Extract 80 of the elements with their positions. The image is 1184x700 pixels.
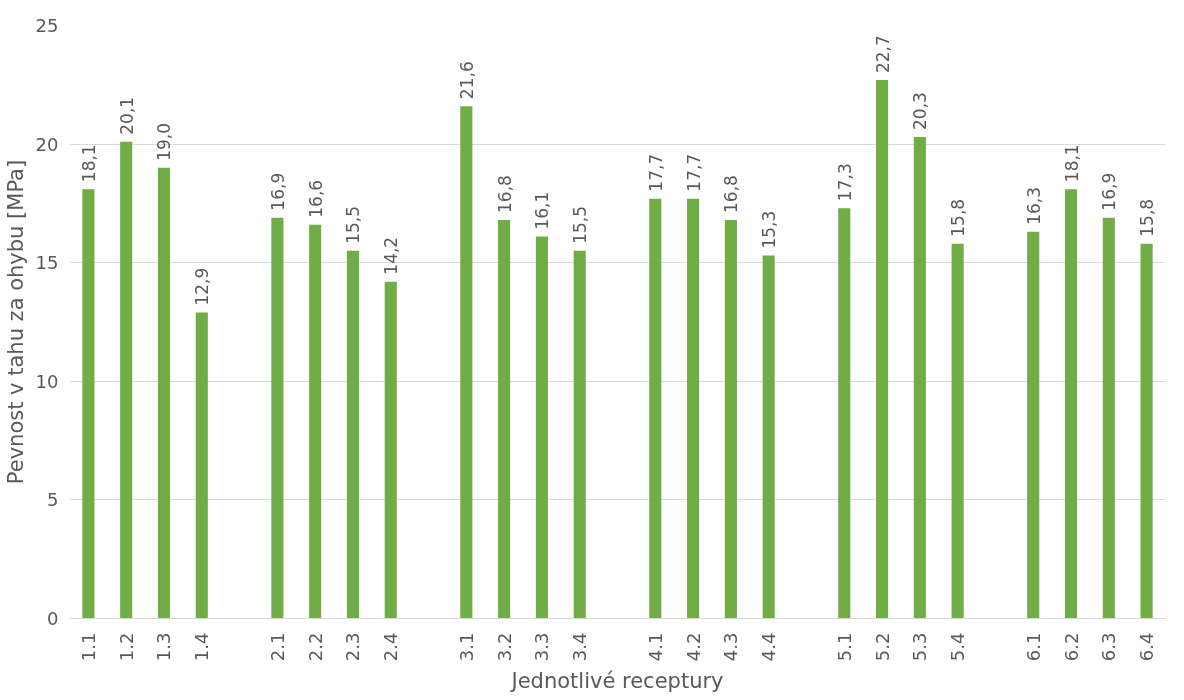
bar	[120, 141, 133, 619]
x-tick-label: 5.1	[833, 632, 855, 662]
bar	[649, 198, 662, 619]
data-label: 16,9	[1099, 172, 1120, 211]
data-label: 15,8	[1137, 198, 1158, 237]
bar	[913, 136, 926, 619]
data-label: 15,5	[570, 205, 591, 244]
x-tick-label: 4.3	[720, 632, 742, 662]
bar	[1027, 231, 1040, 619]
data-label: 19,0	[154, 122, 175, 161]
data-label: 17,7	[683, 153, 704, 192]
bar	[573, 250, 586, 619]
bar	[838, 208, 851, 619]
data-label: 16,6	[305, 179, 326, 218]
bar	[195, 312, 208, 619]
bar	[384, 281, 397, 619]
x-tick-label: 5.3	[909, 632, 931, 662]
data-label: 21,6	[456, 61, 477, 100]
bar	[157, 167, 171, 619]
bar	[762, 255, 775, 619]
data-label: 15,5	[343, 205, 364, 244]
y-axis-title: Pevnost v tahu za ohybu [MPa]	[3, 159, 28, 485]
bar	[309, 224, 322, 619]
data-label: 15,8	[948, 198, 969, 237]
x-tick-label: 2.1	[266, 632, 288, 662]
bar	[1102, 217, 1115, 619]
data-label: 16,8	[721, 175, 742, 213]
x-tick-label: 6.2	[1060, 632, 1082, 662]
x-tick-label: 2.4	[380, 632, 402, 662]
bar	[346, 250, 359, 619]
data-label: 17,3	[834, 163, 855, 202]
x-tick-label: 5.2	[871, 632, 893, 662]
bar	[498, 220, 511, 619]
data-label: 22,7	[872, 35, 893, 74]
x-tick-label: 3.4	[569, 632, 591, 662]
data-label: 14,2	[381, 236, 402, 275]
data-label: 15,3	[759, 210, 780, 249]
bar	[724, 220, 737, 619]
data-label: 20,1	[116, 96, 137, 135]
y-tick-label: 25	[35, 15, 59, 36]
x-tick-label: 1.2	[115, 632, 137, 662]
x-tick-label: 1.4	[191, 632, 213, 662]
data-label: 16,8	[494, 175, 515, 213]
x-axis-title: Jednotlivé receptury	[509, 669, 724, 694]
bar	[951, 243, 964, 619]
data-label: 18,1	[78, 144, 99, 183]
data-label: 16,3	[1023, 187, 1044, 225]
x-tick-label: 5.4	[947, 632, 969, 662]
x-tick-label: 1.3	[153, 632, 175, 662]
y-tick-label: 15	[35, 252, 59, 274]
x-tick-label: 3.3	[531, 632, 553, 662]
x-tick-label: 2.2	[304, 632, 326, 662]
bar	[460, 106, 473, 619]
data-label: 16,9	[267, 172, 288, 211]
x-tick-label: 6.1	[1022, 632, 1044, 662]
x-tick-label: 3.2	[493, 632, 515, 662]
y-tick-label: 10	[35, 370, 59, 392]
x-tick-label: 1.1	[77, 632, 99, 662]
x-tick-label: 4.1	[644, 632, 666, 662]
data-label: 17,7	[645, 153, 666, 192]
x-tick-label: 6.4	[1136, 632, 1158, 662]
y-tick-label: 0	[47, 608, 59, 629]
x-tick-label: 6.3	[1098, 632, 1120, 662]
data-label: 18,1	[1061, 144, 1082, 183]
x-tick-label: 3.1	[455, 632, 477, 662]
bar	[1140, 243, 1153, 619]
bar	[82, 189, 95, 619]
x-tick-label: 2.3	[342, 632, 364, 662]
bar	[535, 236, 548, 619]
bar	[876, 80, 889, 619]
x-tick-label: 4.4	[758, 632, 780, 662]
bar	[1064, 189, 1078, 619]
bar	[271, 217, 284, 619]
bar	[687, 198, 700, 619]
y-tick-label: 5	[47, 489, 59, 511]
data-label: 12,9	[192, 267, 213, 306]
data-label: 16,1	[532, 191, 553, 230]
x-tick-label: 4.2	[682, 632, 704, 662]
y-tick-label: 20	[35, 133, 59, 155]
data-label: 20,3	[910, 92, 931, 130]
